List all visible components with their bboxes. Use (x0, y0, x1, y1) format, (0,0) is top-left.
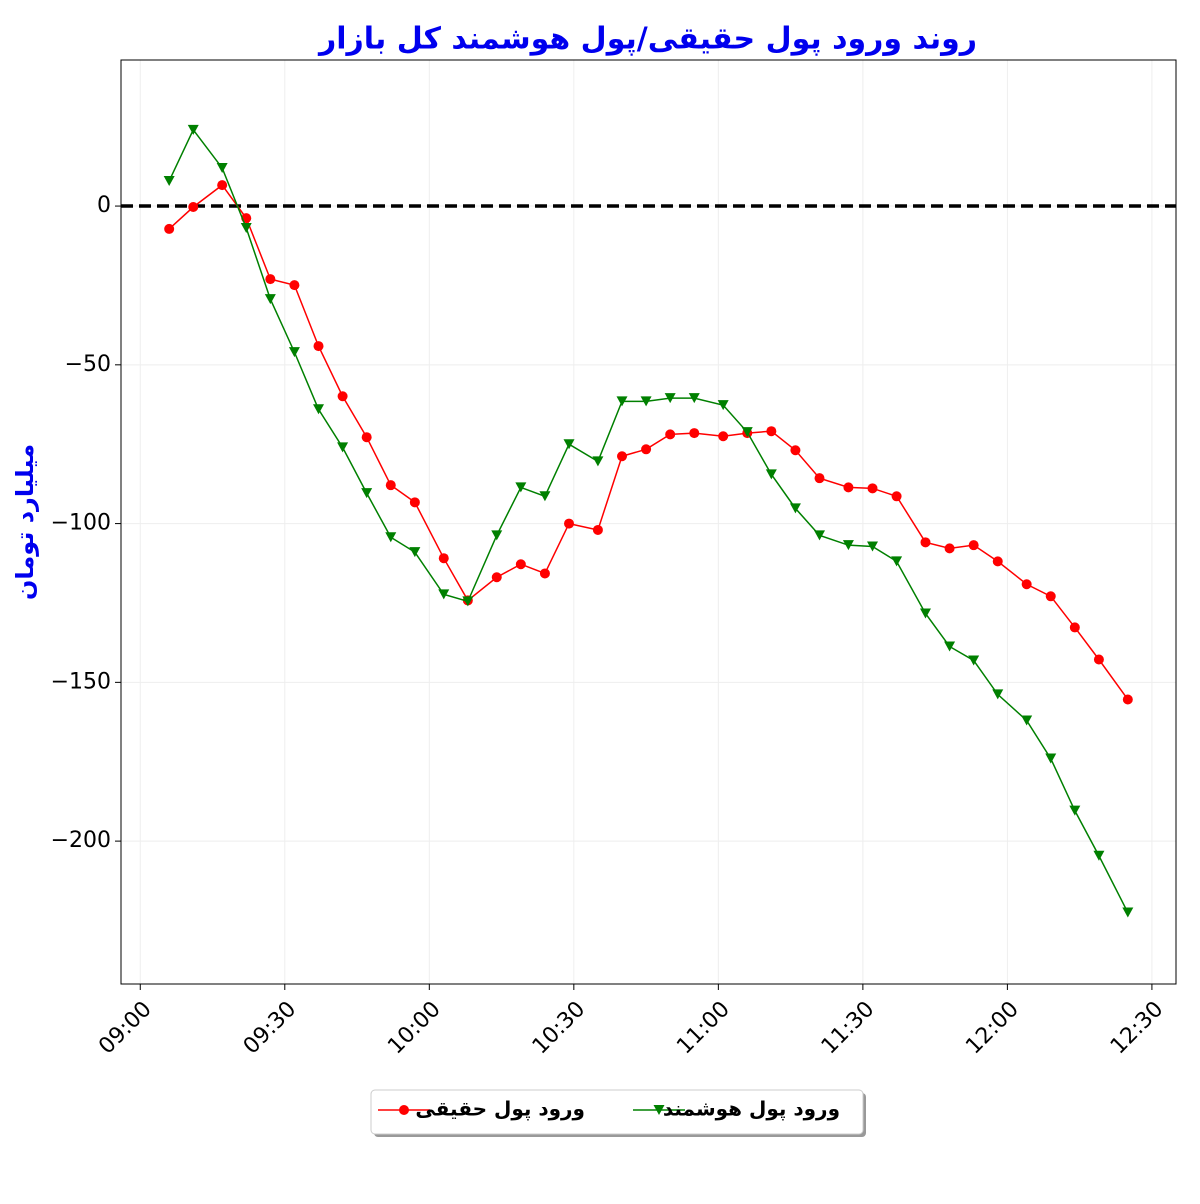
series-line (168, 128, 1129, 913)
y-tick-label: 0 (97, 193, 111, 218)
chart-title: روند ورود پول حقیقی/پول هوشمند کل بازار (317, 22, 977, 57)
x-tick-label: 09:30 (239, 997, 302, 1060)
x-tick-label: 11:30 (817, 997, 880, 1060)
data-point (361, 432, 372, 443)
data-point (891, 556, 903, 567)
data-point (766, 426, 777, 437)
data-point (944, 543, 955, 554)
data-point (385, 480, 396, 491)
x-tick-label: 12:00 (961, 997, 1024, 1060)
data-point (491, 530, 503, 541)
data-point (288, 347, 300, 358)
data-point (313, 404, 325, 415)
data-point (385, 532, 397, 543)
data-point (409, 497, 420, 508)
data-point (968, 540, 979, 551)
data-point (217, 180, 228, 191)
legend-label: ورود پول هوشمند (663, 1097, 840, 1122)
data-point (289, 280, 300, 291)
data-point (188, 202, 199, 213)
data-point (240, 222, 252, 233)
x-tick-label: 11:00 (672, 997, 735, 1060)
data-point (891, 491, 902, 502)
data-point (1069, 622, 1080, 633)
legend-label: ورود پول حقیقی (415, 1097, 585, 1122)
data-point (1045, 591, 1056, 602)
data-point (539, 491, 551, 502)
data-point (264, 294, 276, 305)
data-point (665, 429, 676, 440)
x-tick-label: 10:30 (528, 997, 591, 1060)
data-point (664, 393, 676, 404)
data-point (689, 428, 700, 439)
data-point (163, 175, 175, 186)
data-point (842, 540, 854, 551)
data-point (539, 568, 550, 579)
data-point (1069, 805, 1081, 816)
data-point (164, 223, 175, 234)
data-point (920, 537, 931, 548)
data-point (1093, 654, 1104, 665)
data-point (814, 530, 826, 541)
data-point (515, 559, 526, 570)
data-point (592, 524, 603, 535)
data-point (992, 689, 1004, 700)
data-point (337, 442, 349, 453)
x-tick-label: 12:30 (1106, 997, 1169, 1060)
y-tick-label: −150 (51, 669, 111, 694)
data-point (313, 341, 324, 352)
data-point (563, 439, 575, 450)
data-point (992, 556, 1003, 567)
data-point (515, 482, 527, 493)
data-point (1021, 715, 1033, 726)
data-point (765, 469, 777, 480)
data-point (790, 445, 801, 456)
data-point (265, 274, 276, 285)
x-tick-label: 10:00 (383, 997, 446, 1060)
y-tick-label: −200 (51, 828, 111, 853)
data-point (592, 456, 604, 467)
data-point (361, 488, 373, 499)
data-point (462, 596, 474, 607)
data-point (491, 572, 502, 583)
data-point (1093, 850, 1105, 861)
data-point (1021, 579, 1032, 590)
y-tick-label: −50 (65, 352, 111, 377)
data-point (741, 427, 753, 438)
x-tick-label: 09:00 (94, 997, 157, 1060)
plot-frame (120, 59, 1177, 985)
data-point (867, 483, 878, 494)
series-line (168, 184, 1129, 700)
y-tick-label: −100 (51, 511, 111, 536)
data-point (919, 608, 931, 619)
data-point (617, 451, 628, 462)
data-point (641, 444, 652, 455)
data-point (717, 400, 729, 411)
legend-box (370, 1089, 864, 1135)
data-point (688, 393, 700, 404)
data-point (843, 482, 854, 493)
legend-marker (399, 1105, 409, 1115)
data-point (867, 541, 879, 552)
data-point (337, 391, 348, 402)
data-point (409, 547, 421, 558)
data-point (1045, 753, 1057, 764)
y-axis-label: میلیارد تومان (11, 444, 39, 600)
data-point (438, 589, 450, 600)
data-point (718, 431, 729, 442)
data-point (438, 553, 449, 564)
data-point (944, 641, 956, 652)
data-point (814, 473, 825, 484)
legend-marker (653, 1105, 665, 1115)
data-point (564, 518, 575, 529)
data-point (187, 124, 199, 135)
data-point (1122, 694, 1133, 705)
data-point (640, 396, 652, 407)
data-point (968, 655, 980, 666)
data-point (789, 503, 801, 514)
data-point (616, 396, 628, 407)
data-point (216, 162, 228, 173)
data-point (1122, 907, 1134, 918)
